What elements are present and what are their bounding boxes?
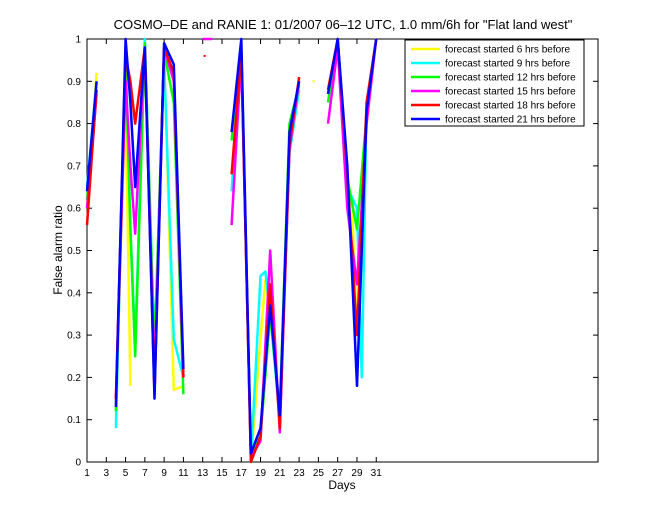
x-tick-label: 5 xyxy=(123,468,129,479)
legend-label: forecast started 12 hrs before xyxy=(445,73,576,84)
legend-label: forecast started 21 hrs before xyxy=(445,115,576,126)
x-tick-label: 23 xyxy=(294,468,306,479)
series-point xyxy=(312,80,315,83)
legend-label: forecast started 18 hrs before xyxy=(445,101,576,112)
x-tick-label: 29 xyxy=(351,468,363,479)
x-tick-label: 27 xyxy=(332,468,344,479)
series-line xyxy=(230,37,301,455)
y-tick-label: 0.3 xyxy=(67,331,81,342)
x-tick-label: 7 xyxy=(142,468,148,479)
series-line xyxy=(114,37,185,408)
series-5 xyxy=(85,37,378,455)
y-tick-label: 0.2 xyxy=(67,373,81,384)
legend-label: forecast started 6 hrs before xyxy=(445,45,571,56)
legend-box xyxy=(404,39,585,127)
x-tick-label: 17 xyxy=(236,468,248,479)
series-line xyxy=(326,37,378,388)
y-axis-label: False alarm ratio xyxy=(51,205,65,295)
x-axis-label: Days xyxy=(328,478,355,492)
x-tick-label: 13 xyxy=(197,468,209,479)
y-tick-label: 0.5 xyxy=(67,246,81,257)
y-tick-label: 0.1 xyxy=(67,415,81,426)
y-tick-label: 0.8 xyxy=(67,119,81,130)
series-point xyxy=(203,54,206,57)
x-tick-label: 15 xyxy=(216,468,228,479)
series-line xyxy=(85,81,98,192)
chart-title: COSMO–DE and RANIE 1: 01/2007 06–12 UTC,… xyxy=(114,17,573,32)
y-tick-label: 0.9 xyxy=(67,77,81,88)
x-tick-label: 3 xyxy=(104,468,110,479)
y-tick-label: 0 xyxy=(75,458,81,469)
series-layer xyxy=(85,37,378,464)
y-tick-label: 0.4 xyxy=(67,288,81,299)
y-tick-label: 0.7 xyxy=(67,161,81,172)
legend: forecast started 6 hrs before forecast st… xyxy=(404,39,585,127)
x-tick-label: 31 xyxy=(371,468,383,479)
x-tick-label: 25 xyxy=(313,468,325,479)
y-tick-label: 1 xyxy=(75,35,81,46)
x-tick-label: 11 xyxy=(178,468,189,479)
x-tick-label: 21 xyxy=(274,468,286,479)
x-tick-label: 9 xyxy=(161,468,167,479)
x-tick-label: 1 xyxy=(84,468,90,479)
y-axis: 0 0.1 0.2 0.3 0.4 0.5 0.6 0.7 0.8 0.9 1 xyxy=(67,35,598,469)
legend-label: forecast started 15 hrs before xyxy=(445,87,576,98)
legend-label: forecast started 9 hrs before xyxy=(445,59,571,70)
x-tick-label: 19 xyxy=(255,468,267,479)
y-tick-label: 0.6 xyxy=(67,204,81,215)
